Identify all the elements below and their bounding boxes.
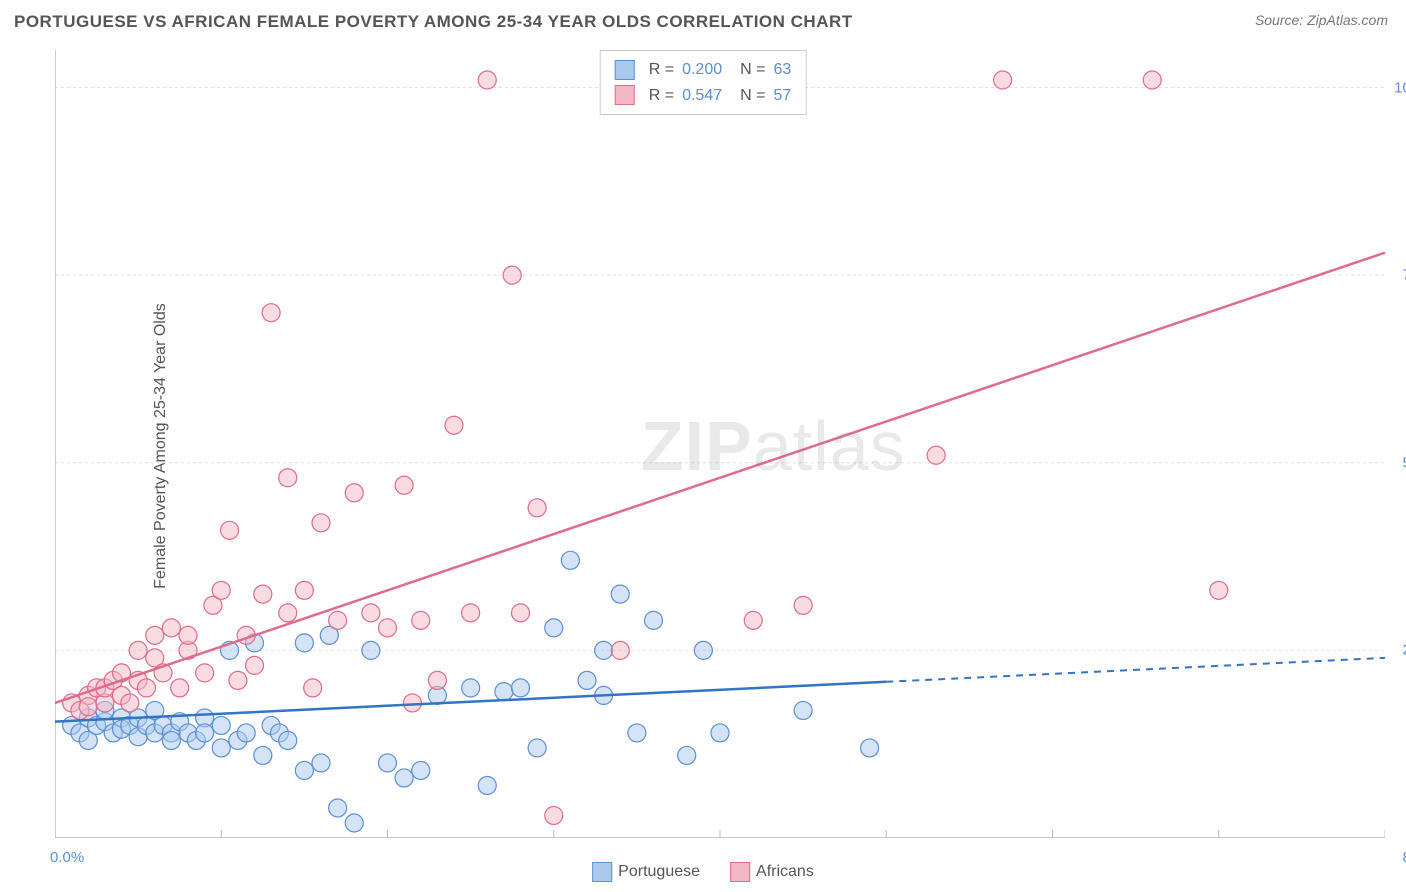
- legend-item: Africans: [730, 862, 814, 882]
- y-tick-label: 75.0%: [1402, 267, 1406, 284]
- y-tick-label: 25.0%: [1402, 642, 1406, 659]
- chart-title: PORTUGUESE VS AFRICAN FEMALE POVERTY AMO…: [14, 12, 853, 32]
- scatter-chart: [55, 50, 1385, 838]
- x-tick-end: 80.0%: [1402, 849, 1406, 866]
- legend-item: Portuguese: [592, 862, 700, 882]
- plot-area: 25.0%50.0%75.0%100.0% 0.0% 80.0%: [55, 50, 1385, 838]
- stats-legend: R = 0.200N = 63R = 0.547N = 57: [600, 50, 807, 115]
- series-legend: Portuguese Africans: [592, 862, 814, 882]
- y-tick-label: 50.0%: [1402, 454, 1406, 471]
- x-tick-start: 0.0%: [50, 849, 84, 866]
- y-tick-label: 100.0%: [1394, 79, 1406, 96]
- stats-row: R = 0.547N = 57: [615, 83, 792, 109]
- source-label: Source: ZipAtlas.com: [1255, 12, 1388, 28]
- stats-row: R = 0.200N = 63: [615, 57, 792, 83]
